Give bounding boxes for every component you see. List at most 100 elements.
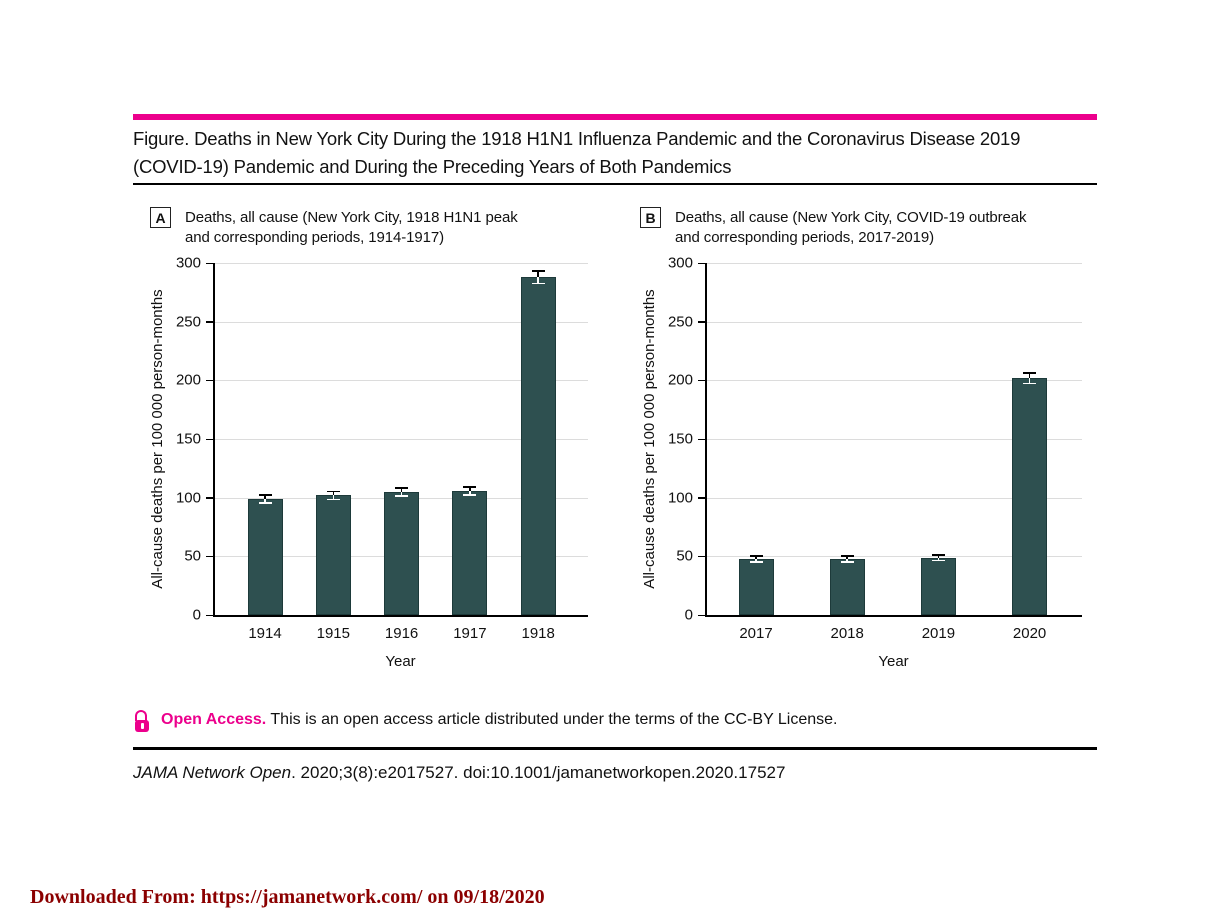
y-tick-100 xyxy=(206,497,213,499)
panel-b: B Deaths, all cause (New York City, COVI… xyxy=(625,205,1097,690)
error-bar-cap-top-2018 xyxy=(840,555,854,557)
x-tick-label-1917: 1917 xyxy=(453,625,487,642)
bar-1918 xyxy=(520,277,556,615)
x-axis-title: Year xyxy=(878,653,909,670)
y-tick-label-0: 0 xyxy=(192,606,201,624)
x-tick-label-1914: 1914 xyxy=(248,625,282,642)
y-tick-0 xyxy=(206,614,213,616)
panel-a-label: A xyxy=(155,209,166,226)
error-bar-cap-bottom-2020 xyxy=(1023,382,1037,385)
error-bar-upper-1918 xyxy=(537,271,539,278)
y-tick-50 xyxy=(206,555,213,558)
citation-journal: JAMA Network Open xyxy=(133,763,292,782)
y-tick-100 xyxy=(698,497,705,499)
error-bar-upper-2020 xyxy=(1028,373,1031,378)
error-bar-cap-top-1918 xyxy=(531,270,545,272)
figure-title-line-1: Figure. Deaths in New York City During t… xyxy=(133,128,1021,149)
y-axis-title: All-cause deaths per 100 000 person-mont… xyxy=(149,289,166,589)
citation-rest: . 2020;3(8):e2017527. doi:10.1001/jamane… xyxy=(291,763,786,782)
y-axis-line xyxy=(705,263,707,616)
citation: JAMA Network Open. 2020;3(8):e2017527. d… xyxy=(133,763,785,783)
panel-a-title-line-2: and corresponding periods, 1914-1917) xyxy=(185,228,444,246)
panel-a-title-line-1: Deaths, all cause (New York City, 1918 H… xyxy=(185,209,518,226)
y-tick-200 xyxy=(698,379,705,382)
open-access-row: Open Access. This is an open access arti… xyxy=(133,708,1097,738)
bar-2017 xyxy=(738,558,774,615)
error-bar-upper-1916 xyxy=(400,488,403,492)
panel-b-plot-region: 0 50 100 150 200 250 300 2017 2018 2019 2020 Year Al… xyxy=(625,205,1097,690)
panel-b-title-line-1: Deaths, all cause (New York City, COVID-… xyxy=(675,209,1027,226)
error-bar-upper-1915 xyxy=(332,491,335,496)
error-bar-lower-1914 xyxy=(264,498,266,503)
y-gridline-250 xyxy=(213,321,588,323)
y-tick-label-200: 200 xyxy=(175,371,201,389)
bar-1917 xyxy=(452,490,488,615)
y-tick-label-150: 150 xyxy=(175,430,201,448)
error-bar-cap-bottom-2017 xyxy=(749,561,763,563)
error-bar-cap-top-1914 xyxy=(258,494,272,496)
x-axis-line xyxy=(213,615,588,617)
y-gridline-300 xyxy=(705,263,1082,264)
y-tick-0 xyxy=(698,614,705,616)
y-tick-250 xyxy=(206,321,213,323)
y-gridline-150 xyxy=(705,439,1082,440)
error-bar-upper-1914 xyxy=(264,495,266,499)
error-bar-upper-2017 xyxy=(755,556,757,559)
x-tick-label-2018: 2018 xyxy=(830,625,864,642)
open-access-text-line: Open Access. This is an open access arti… xyxy=(161,711,837,729)
x-tick-label-2017: 2017 xyxy=(739,625,773,642)
x-tick-label-1918: 1918 xyxy=(521,625,555,642)
error-bar-cap-top-2020 xyxy=(1023,372,1037,374)
y-axis-line xyxy=(213,263,215,616)
error-bar-upper-2018 xyxy=(846,556,848,559)
error-bar-cap-top-1917 xyxy=(463,486,477,488)
panel-a: A Deaths, all cause (New York City, 1918… xyxy=(133,205,605,690)
bar-1915 xyxy=(315,495,351,615)
x-tick-label-2019: 2019 xyxy=(921,625,956,642)
citation-divider-rule xyxy=(133,747,1097,750)
error-bar-cap-bottom-1916 xyxy=(395,495,409,497)
panel-a-plot-region: 0 50 100 150 200 250 300 1914 1915 1916 1917 1918 Ye… xyxy=(133,205,605,690)
y-gridline-50 xyxy=(705,556,1082,558)
error-bar-lower-2020 xyxy=(1028,377,1031,383)
panel-b-label: B xyxy=(645,209,656,226)
error-bar-cap-bottom-2018 xyxy=(840,561,854,563)
open-access-label: Open Access. xyxy=(161,711,267,728)
error-bar-cap-top-1915 xyxy=(326,490,340,493)
error-bar-lower-1917 xyxy=(469,490,471,495)
error-bar-lower-2018 xyxy=(846,558,848,562)
open-lock-shackle xyxy=(135,710,147,721)
bar-1914 xyxy=(247,498,283,615)
error-bar-lower-2019 xyxy=(937,557,940,560)
y-gridline-100 xyxy=(705,497,1082,499)
x-tick-label-1915: 1915 xyxy=(316,625,350,642)
error-bar-cap-bottom-1914 xyxy=(258,502,272,504)
y-gridline-200 xyxy=(705,380,1082,382)
x-tick-label-1916: 1916 xyxy=(384,625,419,642)
error-bar-lower-1916 xyxy=(400,491,403,496)
y-tick-label-250: 250 xyxy=(175,313,201,331)
y-gridline-250 xyxy=(705,321,1082,323)
y-gridline-300 xyxy=(213,263,588,264)
bar-1916 xyxy=(384,491,420,615)
y-tick-150 xyxy=(698,438,705,440)
panel-b-title-line-2: and corresponding periods, 2017-2019) xyxy=(675,228,934,246)
open-access-text: This is an open access article distribut… xyxy=(266,711,838,728)
bar-2018 xyxy=(829,558,865,615)
download-footer: Downloaded From: https://jamanetwork.com… xyxy=(30,886,545,908)
y-gridline-150 xyxy=(213,439,588,440)
brand-accent-rule xyxy=(133,114,1097,120)
x-tick-label-2020: 2020 xyxy=(1012,625,1047,642)
y-tick-label-150: 150 xyxy=(667,430,693,448)
x-axis-title: Year xyxy=(385,653,416,670)
error-bar-cap-top-2019 xyxy=(931,554,945,556)
figure-title-line-2: (COVID-19) Pandemic and During the Prece… xyxy=(133,156,732,177)
y-tick-label-100: 100 xyxy=(667,489,693,507)
y-tick-label-300: 300 xyxy=(175,254,201,272)
y-tick-200 xyxy=(206,379,213,382)
y-tick-label-50: 50 xyxy=(184,547,201,565)
figure-title: Figure. Deaths in New York City During t… xyxy=(133,125,1097,181)
panel-a-label-box: A xyxy=(150,207,171,228)
y-tick-label-300: 300 xyxy=(667,254,693,272)
bar-2020 xyxy=(1012,377,1048,615)
